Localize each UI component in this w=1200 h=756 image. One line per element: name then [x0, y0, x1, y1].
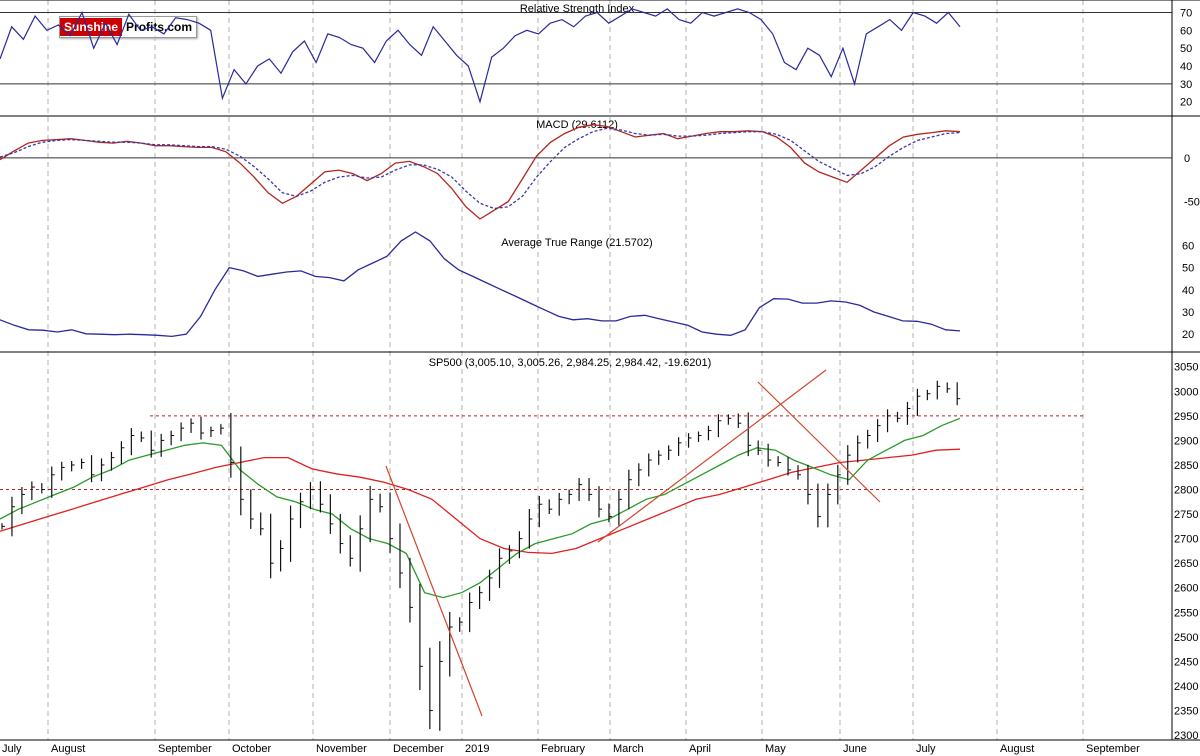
macd-tick-label: -50 [1184, 197, 1200, 209]
rsi-tick-label: 70 [1180, 7, 1192, 19]
atr-tick-label: 50 [1182, 263, 1194, 275]
price-tick-label: 2450 [1174, 656, 1198, 668]
rsi-tick-label: 40 [1180, 61, 1192, 73]
moving-average-red [0, 448, 961, 555]
x-axis-label: August [51, 743, 85, 755]
x-axis-label: July [916, 743, 936, 755]
sunshine-profits-logo: Sunshine Profits.com [59, 16, 198, 38]
x-axis-label: March [613, 743, 644, 755]
price-tick-label: 3000 [1174, 386, 1198, 398]
trend-line [757, 381, 881, 503]
x-axis-label: August [1000, 743, 1034, 755]
atr-tick-label: 60 [1182, 240, 1194, 252]
atr-tick-label: 20 [1182, 329, 1194, 341]
trend-line [385, 465, 483, 717]
macd-title: MACD (29.6112) [536, 119, 618, 131]
price-tick-label: 2650 [1174, 558, 1198, 570]
x-axis-label: September [158, 743, 212, 755]
price-tick-label: 2500 [1174, 632, 1198, 644]
macd-signal-line [0, 127, 961, 210]
price-title: SP500 (3,005.10, 3,005.26, 2,984.25, 2,9… [429, 357, 712, 369]
price-tick-label: 2950 [1174, 411, 1198, 423]
x-axis-label: October [232, 743, 271, 755]
macd-line [0, 124, 961, 220]
logo-part-1: Sunshine [60, 18, 123, 36]
x-axis-label: December [393, 743, 444, 755]
price-tick-label: 2350 [1174, 706, 1198, 718]
price-tick-label: 2700 [1174, 534, 1198, 546]
logo-part-2: Profits.com [126, 20, 193, 34]
moving-average-green [0, 417, 961, 599]
price-tick-label: 2550 [1174, 607, 1198, 619]
price-tick-label: 2850 [1174, 460, 1198, 472]
price-tick-label: 2900 [1174, 435, 1198, 447]
atr-tick-label: 30 [1182, 307, 1194, 319]
atr-tick-label: 40 [1182, 285, 1194, 297]
atr-line [0, 231, 961, 338]
price-tick-label: 2300 [1174, 730, 1198, 742]
x-axis-label: July [2, 743, 22, 755]
macd-tick-label: 0 [1184, 153, 1190, 165]
price-tick-label: 2750 [1174, 509, 1198, 521]
price-tick-label: 3050 [1174, 362, 1198, 374]
trend-line [597, 369, 827, 543]
x-axis-label: June [843, 743, 867, 755]
x-axis-label: September [1086, 743, 1140, 755]
price-tick-label: 2600 [1174, 583, 1198, 595]
rsi-tick-label: 50 [1180, 43, 1192, 55]
x-axis-label: 2019 [465, 743, 489, 755]
x-axis-label: February [541, 743, 586, 755]
rsi-line [0, 8, 961, 104]
price-tick-label: 2400 [1174, 681, 1198, 693]
x-axis-label: May [765, 743, 786, 755]
x-axis-label: April [689, 743, 711, 755]
rsi-tick-label: 20 [1180, 97, 1192, 109]
price-tick-label: 2800 [1174, 485, 1198, 497]
atr-title: Average True Range (21.5702) [501, 237, 652, 249]
x-axis-label: November [316, 743, 367, 755]
rsi-tick-label: 60 [1180, 25, 1192, 37]
rsi-title: Relative Strength Index [520, 3, 635, 15]
rsi-tick-label: 30 [1180, 79, 1192, 91]
